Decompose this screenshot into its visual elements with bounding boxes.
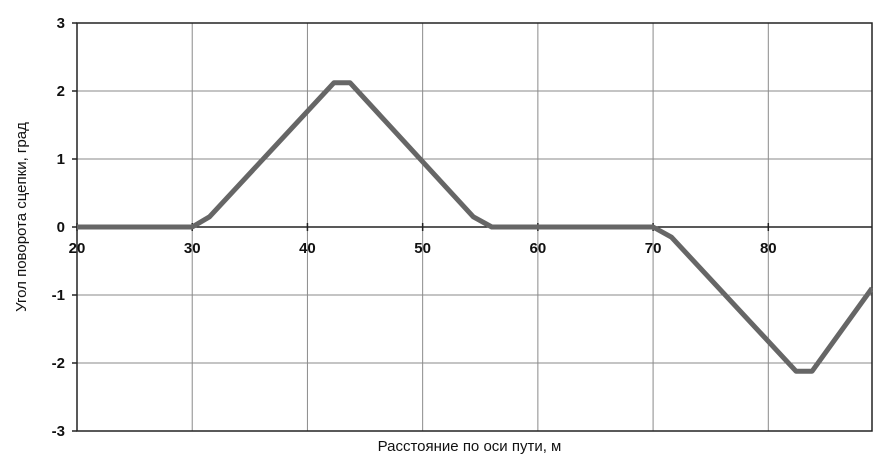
x-tick-label: 80 (760, 240, 777, 257)
y-tick-label: -3 (52, 423, 65, 440)
series-layer (77, 80, 873, 374)
y-tick-label: -2 (52, 355, 65, 372)
x-tick-label: 40 (299, 240, 316, 257)
x-tick-label: 30 (184, 240, 201, 257)
y-axis-title: Угол поворота сцепки, град (13, 122, 30, 312)
y-tick-label: 0 (57, 219, 65, 236)
y-tick-label: 3 (57, 15, 65, 32)
x-axis-title: Расстояние по оси пути, м (378, 438, 562, 455)
x-tick-label: 60 (530, 240, 547, 257)
x-tick-label: 50 (414, 240, 431, 257)
y-tick-label: -1 (52, 287, 65, 304)
series-line (77, 80, 873, 374)
x-tick-label: 20 (69, 240, 86, 257)
tick-labels: 20 30 40 50 60 70 80 3 2 1 0 -1 -2 -3 (52, 15, 777, 440)
x-tick-label: 70 (645, 240, 662, 257)
y-tick-label: 2 (57, 83, 65, 100)
y-tick-label: 1 (57, 151, 65, 168)
